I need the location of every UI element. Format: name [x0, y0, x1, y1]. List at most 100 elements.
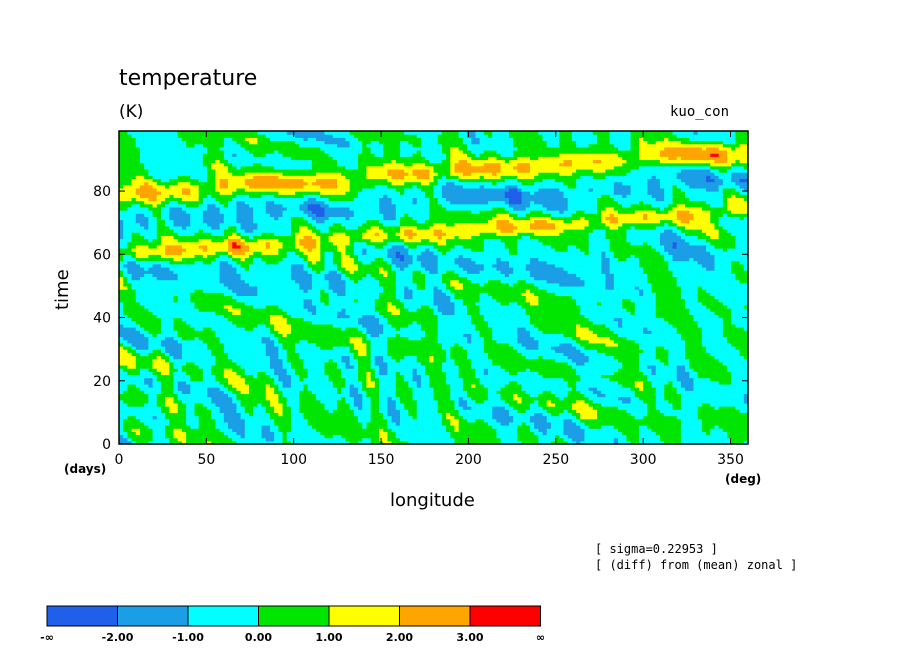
heatmap-cell: [605, 276, 615, 281]
heatmap-cell: [467, 355, 489, 360]
heatmap-cell: [420, 323, 439, 328]
heatmap-cell: [152, 428, 166, 432]
heatmap-cell: [521, 304, 581, 309]
heatmap-cell: [408, 323, 422, 328]
heatmap-cell: [370, 374, 376, 379]
heatmap-cell: [232, 368, 246, 372]
heatmap-cell: [328, 216, 347, 221]
heatmap-cell: [446, 415, 456, 420]
heatmap-cell: [538, 440, 552, 444]
heatmap-cell: [525, 213, 552, 217]
heatmap-cell: [337, 162, 359, 167]
heatmap-cell: [219, 225, 229, 230]
heatmap-cell: [722, 301, 748, 306]
heatmap-cell: [248, 390, 267, 395]
heatmap-cell: [349, 336, 363, 341]
heatmap-cell: [303, 263, 309, 268]
heatmap-cell: [588, 358, 619, 363]
heatmap-cell: [282, 342, 296, 347]
heatmap-cell: [139, 418, 170, 423]
heatmap-cell: [303, 216, 313, 221]
heatmap-cell: [676, 387, 686, 391]
heatmap-cell: [488, 393, 502, 398]
heatmap-cell: [680, 333, 703, 338]
heatmap-cell: [165, 396, 175, 401]
heatmap-cell: [680, 440, 732, 444]
heatmap-cell: [236, 323, 258, 328]
heatmap-cell: [131, 285, 229, 290]
heatmap-cell: [638, 289, 644, 293]
heatmap-cell: [378, 279, 397, 284]
heatmap-cell: [173, 374, 191, 379]
heatmap-cell: [655, 210, 669, 214]
heatmap-cell: [433, 289, 443, 293]
heatmap-cell: [576, 273, 607, 278]
heatmap-cell: [727, 364, 748, 369]
heatmap-cell: [244, 418, 275, 423]
heatmap-cell: [542, 210, 560, 214]
heatmap-cell: [676, 232, 686, 236]
heatmap-cell: [248, 282, 300, 287]
heatmap-cell: [139, 431, 154, 436]
heatmap-cell: [458, 342, 485, 347]
heatmap-cell: [119, 320, 137, 325]
heatmap-cell: [362, 387, 380, 391]
heatmap-cell: [395, 383, 409, 388]
heatmap-cell: [462, 149, 472, 154]
heatmap-cell: [517, 330, 531, 334]
heatmap-cell: [613, 276, 648, 281]
heatmap-cell: [223, 431, 238, 436]
heatmap-cell: [391, 301, 405, 306]
heatmap-cell: [307, 289, 321, 293]
heatmap-cell: [387, 425, 447, 429]
heatmap-cell: [727, 156, 748, 161]
heatmap-cell: [743, 396, 748, 401]
heatmap-cell: [517, 244, 552, 249]
heatmap-cell: [597, 210, 602, 214]
heatmap-cell: [618, 219, 661, 224]
heatmap-cell: [433, 232, 447, 236]
heatmap-cell: [454, 304, 468, 309]
heatmap-cell: [714, 225, 724, 230]
heatmap-cell: [228, 168, 368, 173]
heatmap-cell: [215, 425, 229, 429]
heatmap-cell: [127, 431, 137, 436]
heatmap-cell: [647, 187, 665, 192]
heatmap-cell: [433, 194, 443, 198]
heatmap-cell: [441, 184, 464, 189]
heatmap-cell: [517, 333, 531, 338]
heatmap-cell: [576, 143, 590, 148]
heatmap-cell: [429, 225, 497, 230]
heatmap-cell: [186, 412, 196, 417]
heatmap-cell: [454, 425, 460, 429]
heatmap-cell: [156, 232, 179, 236]
heatmap-cell: [638, 434, 661, 439]
heatmap-cell: [500, 301, 510, 306]
heatmap-cell: [580, 304, 623, 309]
heatmap-cell: [177, 330, 217, 334]
heatmap-cell: [127, 314, 158, 319]
heatmap-cell: [425, 273, 443, 278]
heatmap-cell: [609, 137, 632, 142]
heatmap-cell: [119, 396, 149, 401]
heatmap-cell: [152, 437, 170, 442]
heatmap-cell: [563, 425, 581, 429]
heatmap-cell: [139, 194, 158, 198]
heatmap-cell: [416, 254, 439, 259]
heatmap-cell: [731, 194, 737, 198]
heatmap-cell: [169, 225, 183, 230]
heatmap-cell: [534, 232, 560, 236]
heatmap-cell: [676, 368, 686, 372]
heatmap-cell: [492, 327, 518, 331]
heatmap-cell: [492, 172, 497, 176]
heatmap-cell: [131, 437, 154, 442]
heatmap-cell: [337, 387, 342, 391]
heatmap-cell: [706, 345, 737, 350]
heatmap-cell: [475, 131, 485, 135]
heatmap-cell: [404, 257, 414, 262]
heatmap-cell: [420, 374, 430, 379]
plot-frame: [118, 130, 749, 445]
heatmap-cell: [358, 440, 372, 444]
heatmap-cell: [668, 266, 707, 271]
heatmap-cell: [685, 368, 695, 372]
